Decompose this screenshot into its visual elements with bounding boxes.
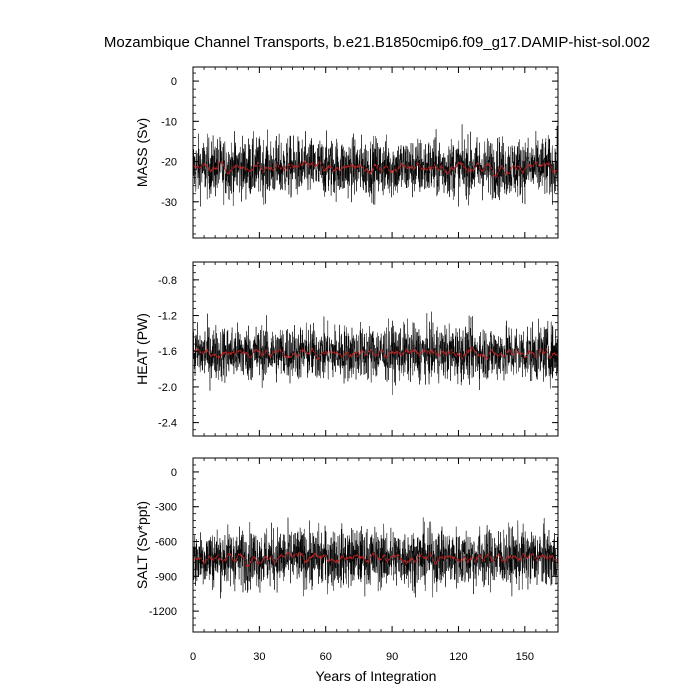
y-tick-label: -900: [155, 571, 177, 583]
mass-panel-frame: [192, 66, 559, 239]
heat-monthly-series-line: [193, 311, 558, 395]
salt-monthly-series-line: [193, 517, 558, 599]
y-tick-label: -30: [161, 197, 177, 209]
salt-smoothed-series-line: [193, 550, 558, 569]
y-tick-label: -2.4: [158, 418, 177, 430]
salt-y-axis-title: SALT (Sv*ppt): [134, 501, 150, 589]
y-tick-label: -1200: [149, 606, 177, 618]
y-tick-label: -0.8: [158, 275, 177, 287]
y-tick-label: -1.2: [158, 311, 177, 323]
x-tick-label: 60: [320, 651, 332, 663]
x-axis-title: Years of Integration: [316, 668, 437, 684]
mass-monthly-series-line: [193, 124, 558, 207]
y-tick-label: -20: [161, 157, 177, 169]
x-tick-label: 90: [386, 651, 398, 663]
y-tick-label: 0: [171, 467, 177, 479]
salt-panel-frame: [192, 457, 559, 633]
y-tick-label: -300: [155, 502, 177, 514]
x-tick-label: 120: [449, 651, 467, 663]
heat-y-axis-title: HEAT (PW): [134, 313, 150, 385]
y-tick-label: -2.0: [158, 382, 177, 394]
y-tick-label: -600: [155, 537, 177, 549]
y-tick-label: -10: [161, 116, 177, 128]
y-tick-label: 0: [171, 76, 177, 88]
y-tick-label: -1.6: [158, 346, 177, 358]
chart-title: Mozambique Channel Transports, b.e21.B18…: [104, 34, 650, 51]
mass-smoothed-series-line: [193, 159, 558, 179]
heat-panel-frame: [192, 261, 559, 437]
panels-group: 0 -10 -20 -30 MASS (Sv) -0.8 -1.2 -1.6 -2.0 -2.4 H…: [134, 66, 559, 663]
x-tick-label: 30: [253, 651, 265, 663]
x-tick-label: 0: [190, 651, 196, 663]
mass-y-axis-title: MASS (Sv): [134, 118, 150, 187]
x-tick-label: 150: [516, 651, 534, 663]
